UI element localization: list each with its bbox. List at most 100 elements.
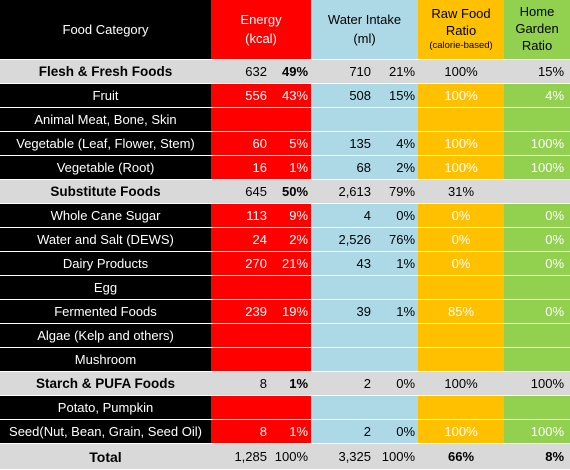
energy-value: 60 [211, 131, 267, 156]
table-row: Whole Cane Sugar 113 9% 4 0% 0% 0% [0, 203, 570, 228]
raw-food-ratio: 100% [418, 419, 505, 444]
energy-value: 16 [211, 155, 267, 180]
raw-food-ratio: 0% [418, 227, 505, 252]
table-row: Seed(Nut, Bean, Grain, Seed Oil) 8 1% 2 0% 10… [0, 419, 570, 444]
header-food-category: Food Category [0, 0, 211, 60]
energy-percent [267, 323, 312, 348]
home-garden-ratio: 15% [504, 59, 570, 84]
water-value [311, 323, 372, 348]
water-percent: 4% [371, 131, 419, 156]
home-garden-ratio [504, 395, 570, 420]
water-percent [371, 347, 419, 372]
raw-food-ratio: 100% [418, 131, 505, 156]
category-cell: Algae (Kelp and others) [0, 323, 211, 348]
total-energy: 1,285 [211, 443, 267, 470]
energy-percent: 21% [267, 251, 312, 276]
category-cell: Whole Cane Sugar [0, 203, 211, 228]
water-value [311, 107, 372, 132]
water-value: 2,613 [311, 179, 372, 204]
water-value: 2 [311, 419, 372, 444]
category-cell: Starch & PUFA Foods [0, 371, 211, 396]
energy-value [211, 347, 267, 372]
energy-value: 24 [211, 227, 267, 252]
table-row: Dairy Products 270 21% 43 1% 0% 0% [0, 251, 570, 276]
category-cell: Dairy Products [0, 251, 211, 276]
header-home-garden-ratio: Home Garden Ratio [504, 0, 570, 60]
home-garden-ratio: 100% [504, 155, 570, 180]
header-energy-label: Energy [240, 11, 282, 27]
water-value: 39 [311, 299, 372, 324]
energy-value: 556 [211, 83, 267, 108]
energy-value: 645 [211, 179, 267, 204]
water-percent: 0% [371, 203, 419, 228]
energy-percent: 43% [267, 83, 312, 108]
water-percent: 0% [371, 419, 419, 444]
total-energy-percent: 100% [267, 443, 312, 470]
header-raw-note: (calorie-based) [429, 40, 493, 52]
raw-food-ratio: 100% [418, 155, 505, 180]
home-garden-ratio: 4% [504, 83, 570, 108]
water-percent [371, 323, 419, 348]
category-cell: Animal Meat, Bone, Skin [0, 107, 211, 132]
table-row: Potato, Pumpkin [0, 395, 570, 420]
category-cell: Water and Salt (DEWS) [0, 227, 211, 252]
energy-value: 632 [211, 59, 267, 84]
energy-percent [267, 275, 312, 300]
energy-value [211, 107, 267, 132]
water-value [311, 395, 372, 420]
energy-value [211, 323, 267, 348]
home-garden-ratio: 0% [504, 251, 570, 276]
raw-food-ratio: 31% [418, 179, 505, 204]
group-row: Flesh & Fresh Foods 632 49% 710 21% 100% 15% [0, 59, 570, 84]
category-cell: Potato, Pumpkin [0, 395, 211, 420]
energy-value [211, 275, 267, 300]
energy-percent [267, 347, 312, 372]
water-percent: 0% [371, 371, 419, 396]
water-percent: 1% [371, 251, 419, 276]
raw-food-ratio [418, 323, 505, 348]
category-cell: Substitute Foods [0, 179, 211, 204]
header-energy-unit: (kcal) [245, 30, 277, 46]
water-value: 2,526 [311, 227, 372, 252]
water-percent [371, 275, 419, 300]
header-water-unit: (ml) [353, 30, 376, 46]
header-raw-label-2: Ratio [445, 23, 477, 39]
total-water: 3,325 [311, 443, 372, 470]
header-row: Food Category Energy (kcal) Water Intake… [0, 0, 570, 60]
raw-food-ratio: 100% [418, 83, 505, 108]
total-row: Total 1,285 100% 3,325 100% 66% 8% [0, 443, 570, 470]
table-row: Algae (Kelp and others) [0, 323, 570, 348]
water-value [311, 347, 372, 372]
energy-percent [267, 395, 312, 420]
header-home-label-2: Garden [515, 21, 559, 37]
energy-percent: 1% [267, 419, 312, 444]
water-value [311, 275, 372, 300]
header-home-label-1: Home [519, 4, 555, 20]
water-percent [371, 107, 419, 132]
total-water-percent: 100% [371, 443, 419, 470]
header-raw-label-1: Raw Food [431, 6, 491, 22]
group-row: Starch & PUFA Foods 8 1% 2 0% 100% 100% [0, 371, 570, 396]
water-value: 135 [311, 131, 372, 156]
energy-percent: 9% [267, 203, 312, 228]
water-value: 68 [311, 155, 372, 180]
category-cell: Vegetable (Leaf, Flower, Stem) [0, 131, 211, 156]
energy-percent: 2% [267, 227, 312, 252]
energy-value: 239 [211, 299, 267, 324]
header-energy: Energy (kcal) [211, 0, 312, 60]
header-water-intake: Water Intake (ml) [311, 0, 419, 60]
table-row: Vegetable (Root) 16 1% 68 2% 100% 100% [0, 155, 570, 180]
total-label: Total [0, 443, 211, 470]
table-row: Water and Salt (DEWS) 24 2% 2,526 76% 0% 0% [0, 227, 570, 252]
energy-value [211, 395, 267, 420]
home-garden-ratio [504, 347, 570, 372]
raw-food-ratio: 100% [418, 59, 505, 84]
energy-percent: 49% [267, 59, 312, 84]
home-garden-ratio: 0% [504, 299, 570, 324]
table-row: Vegetable (Leaf, Flower, Stem) 60 5% 135 4% 1… [0, 131, 570, 156]
energy-value: 113 [211, 203, 267, 228]
table-row: Animal Meat, Bone, Skin [0, 107, 570, 132]
category-cell: Egg [0, 275, 211, 300]
table-row: Fruit 556 43% 508 15% 100% 4% [0, 83, 570, 108]
